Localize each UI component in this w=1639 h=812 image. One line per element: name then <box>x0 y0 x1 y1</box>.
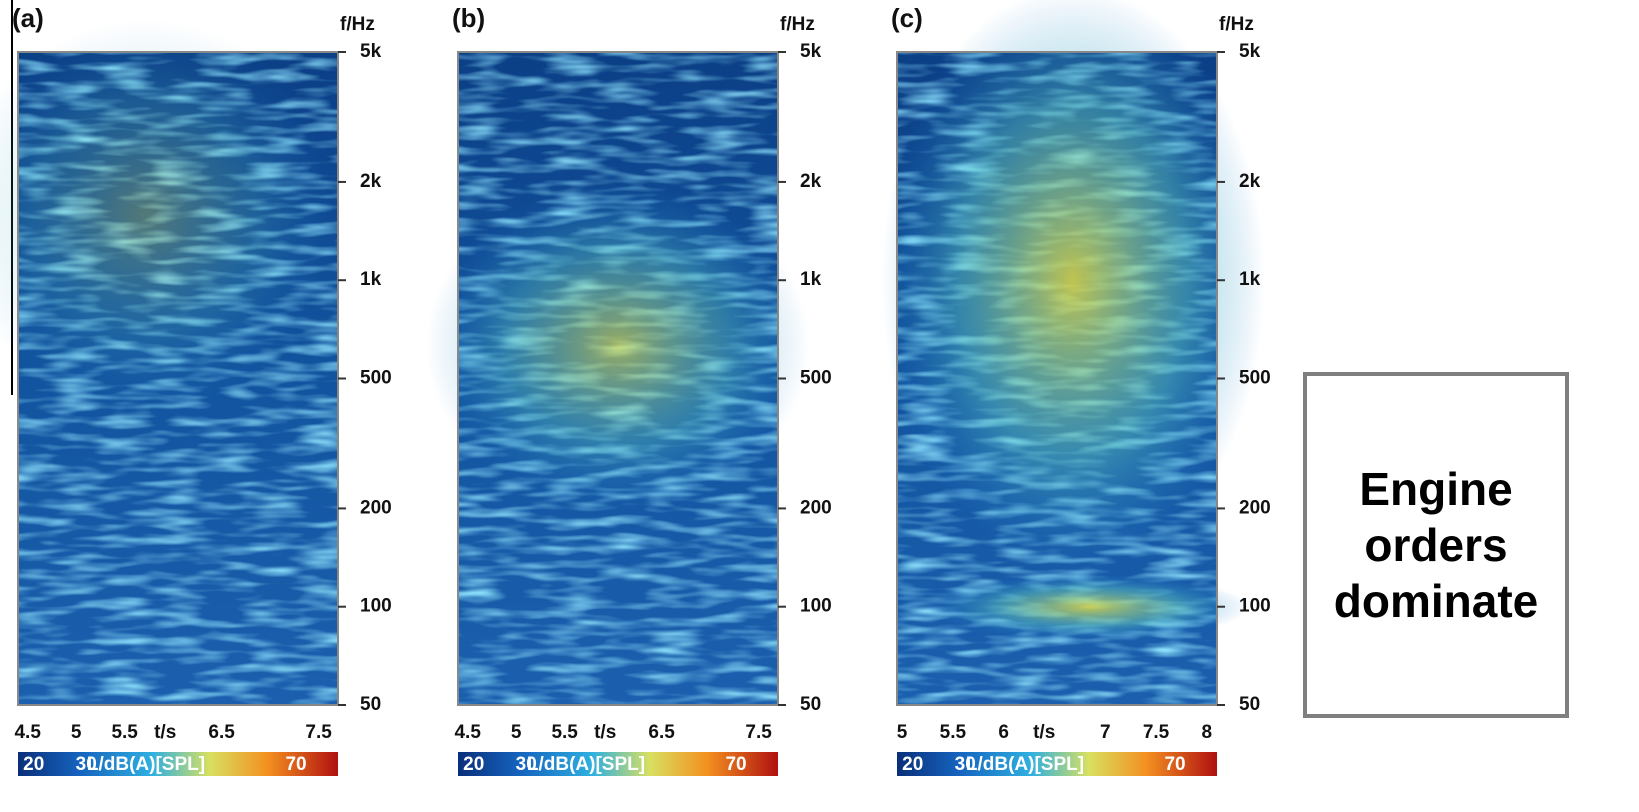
x-axis-label: t/s <box>154 722 176 743</box>
y-tick-label: 2k <box>360 171 382 192</box>
y-tick-label: 500 <box>800 368 832 389</box>
colorbar-label: L/dB(A)[SPL] <box>966 754 1084 775</box>
y-axis-label: f/Hz <box>1219 14 1254 35</box>
y-axis-label: f/Hz <box>780 14 815 35</box>
x-tick-label: 5 <box>511 722 522 743</box>
y-tick-label: 1k <box>800 269 822 290</box>
x-tick-label: 4.5 <box>454 722 481 743</box>
y-tick-label: 50 <box>1239 694 1260 715</box>
y-tick-label: 200 <box>800 497 832 518</box>
spectrogram-hotspot <box>881 0 1265 574</box>
x-tick-label: 6.5 <box>648 722 675 743</box>
colorbar-tick-label: 20 <box>902 754 923 775</box>
panel-label: (c) <box>891 3 923 33</box>
x-tick-label: 5.5 <box>940 722 967 743</box>
y-tick-label: 5k <box>360 41 382 62</box>
y-tick-label: 200 <box>1239 497 1271 518</box>
x-tick-label: 7.5 <box>305 722 332 743</box>
y-axis-label: f/Hz <box>340 14 375 35</box>
y-tick-label: 100 <box>1239 596 1271 617</box>
y-tick-label: 5k <box>1239 41 1261 62</box>
x-tick-label: 5 <box>897 722 908 743</box>
x-tick-label: 7.5 <box>745 722 772 743</box>
spectrogram-hotspot <box>426 183 810 510</box>
y-tick-label: 2k <box>800 171 822 192</box>
y-tick-label: 100 <box>800 596 832 617</box>
y-tick-label: 100 <box>360 596 392 617</box>
x-tick-label: 5.5 <box>111 722 138 743</box>
panel-label: (a) <box>12 3 44 33</box>
colorbar-label: L/dB(A)[SPL] <box>87 754 205 775</box>
x-tick-label: 5 <box>71 722 82 743</box>
x-tick-label: 7.5 <box>1143 722 1170 743</box>
y-tick-label: 200 <box>360 497 392 518</box>
colorbar-tick-label: 20 <box>23 754 44 775</box>
x-tick-label: 6 <box>998 722 1009 743</box>
colorbar-tick-label: 70 <box>725 754 746 775</box>
y-tick-label: 2k <box>1239 171 1261 192</box>
colorbar-label: L/dB(A)[SPL] <box>527 754 645 775</box>
colorbar-tick-label: 70 <box>1164 754 1185 775</box>
colorbar-tick-label: 70 <box>285 754 306 775</box>
x-tick-label: 7 <box>1100 722 1111 743</box>
y-tick-label: 1k <box>360 269 382 290</box>
x-axis-label: t/s <box>1033 722 1055 743</box>
panel-label: (b) <box>452 3 485 33</box>
x-tick-label: 8 <box>1202 722 1213 743</box>
y-tick-label: 50 <box>360 694 381 715</box>
callout: Engine orders dominate <box>1303 372 1569 718</box>
spectrogram-hotspot <box>929 574 1249 639</box>
x-tick-label: 4.5 <box>14 722 41 743</box>
y-tick-label: 500 <box>1239 368 1271 389</box>
y-tick-label: 50 <box>800 694 821 715</box>
y-tick-label: 500 <box>360 368 392 389</box>
x-tick-label: 6.5 <box>208 722 235 743</box>
page: (a) f/Hz 5k 2k 1k 500 200 100 50 4.5 5 5.5 6.5 7.5 t/s… <box>0 0 1639 812</box>
x-tick-label: 5.5 <box>551 722 578 743</box>
colorbar-tick-label: 20 <box>463 754 484 775</box>
y-tick-label: 1k <box>1239 269 1261 290</box>
x-axis-label: t/s <box>594 722 616 743</box>
y-tick-label: 5k <box>800 41 822 62</box>
